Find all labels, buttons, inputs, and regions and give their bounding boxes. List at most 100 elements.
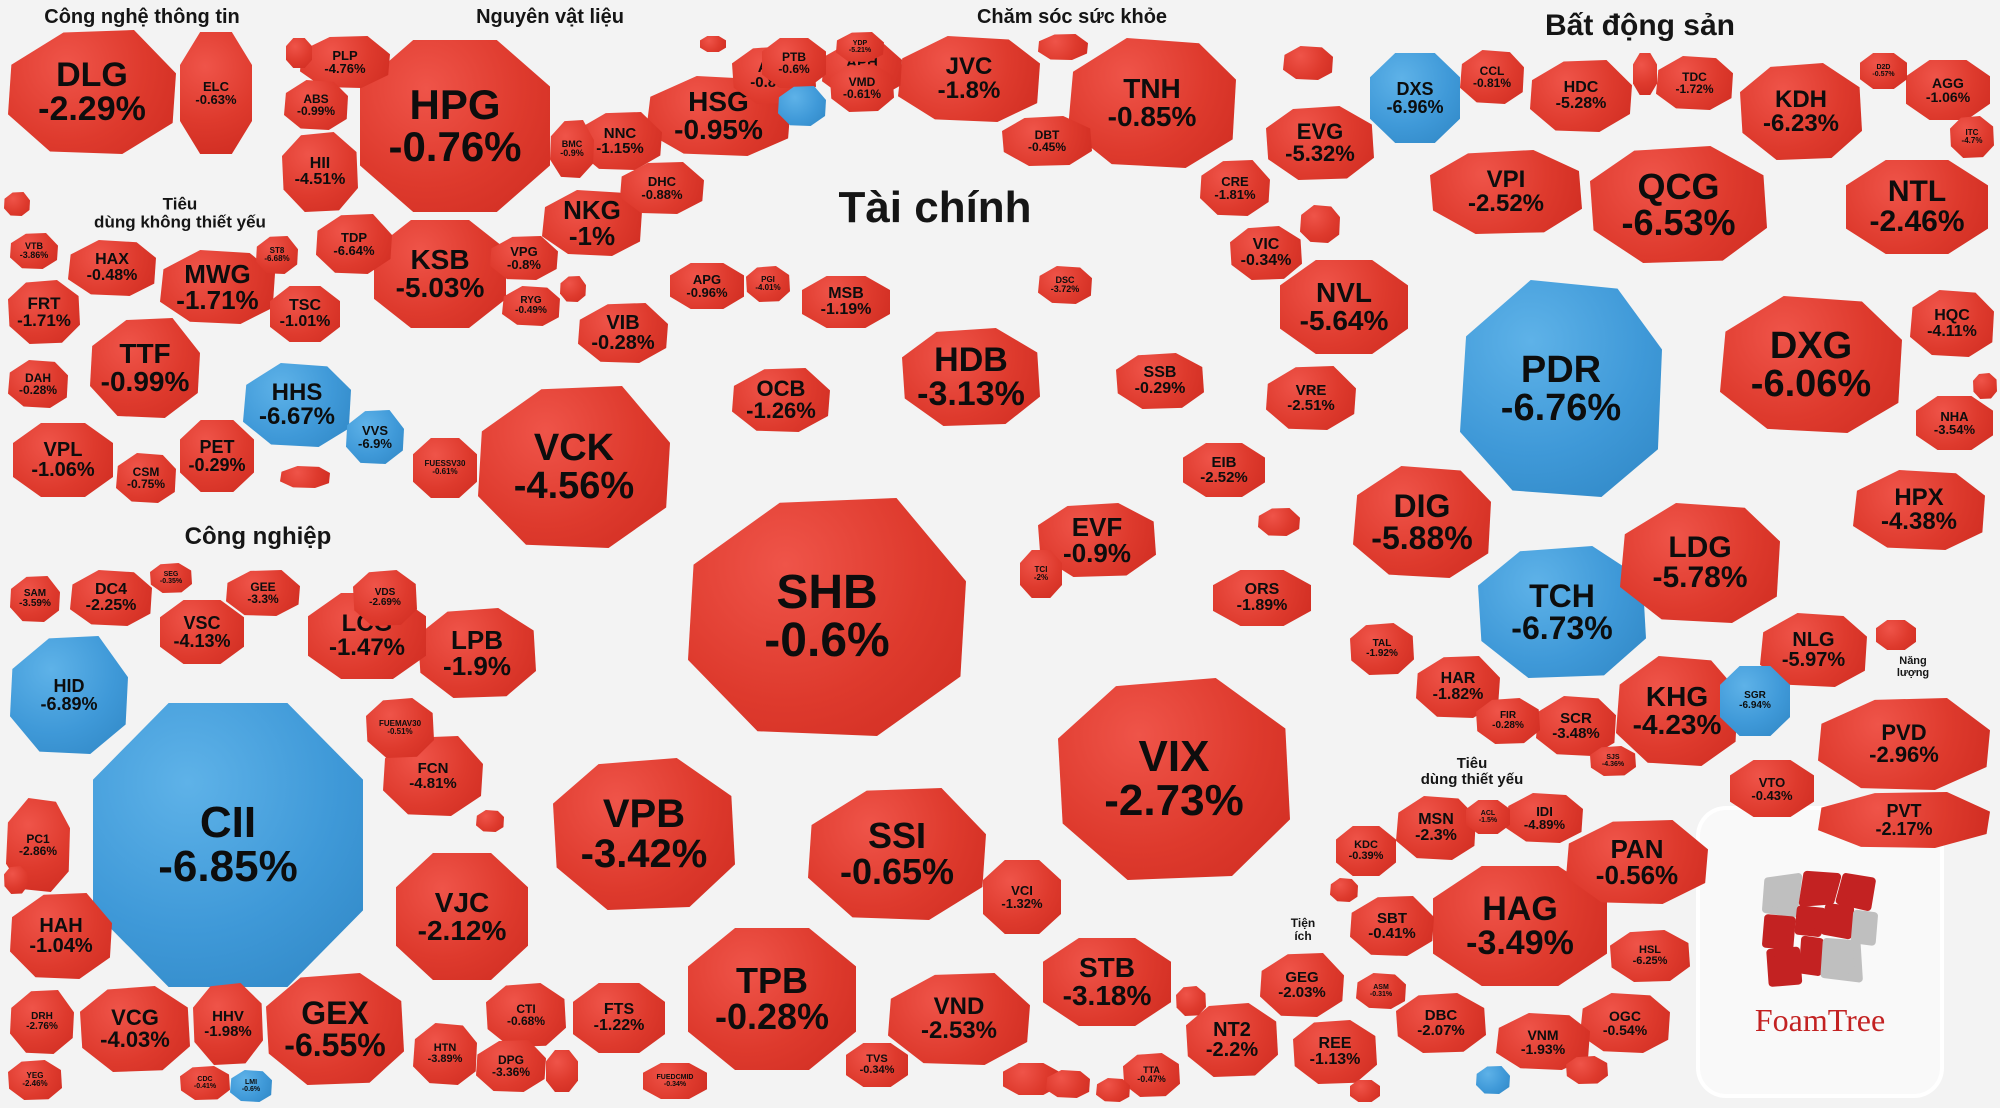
cell-TAL[interactable]: TAL -1.92% bbox=[1350, 623, 1414, 675]
cell-ITC[interactable]: ITC -4.7% bbox=[1950, 116, 1994, 158]
cell-MSB[interactable]: MSB -1.19% bbox=[802, 276, 890, 328]
cell-SEG[interactable]: SEG -0.35% bbox=[150, 563, 192, 593]
cell-unlabeled[interactable] bbox=[1476, 1066, 1510, 1094]
cell-HID[interactable]: HID -6.89% bbox=[10, 636, 128, 754]
cell-FUEMAV30[interactable]: FUEMAV30 -0.51% bbox=[366, 698, 434, 758]
cell-NTL[interactable]: NTL -2.46% bbox=[1846, 160, 1988, 254]
cell-PTB[interactable]: PTB -0.6% bbox=[762, 38, 826, 88]
cell-unlabeled[interactable] bbox=[560, 276, 586, 302]
cell-HSL[interactable]: HSL -6.25% bbox=[1610, 930, 1690, 982]
cell-HAH[interactable]: HAH -1.04% bbox=[10, 893, 112, 979]
cell-HDC[interactable]: HDC -5.28% bbox=[1530, 60, 1632, 132]
cell-VIC[interactable]: VIC -0.34% bbox=[1230, 226, 1302, 280]
cell-SCR[interactable]: SCR -3.48% bbox=[1536, 696, 1616, 756]
cell-PAN[interactable]: PAN -0.56% bbox=[1566, 820, 1708, 904]
cell-ACL[interactable]: ACL -1.5% bbox=[1466, 800, 1510, 834]
cell-HPG[interactable]: HPG -0.76% bbox=[360, 40, 550, 212]
cell-DAH[interactable]: DAH -0.28% bbox=[8, 360, 68, 408]
cell-FUESSV30[interactable]: FUESSV30 -0.61% bbox=[413, 438, 477, 498]
cell-unlabeled[interactable] bbox=[1633, 53, 1657, 95]
cell-DHC[interactable]: DHC -0.88% bbox=[620, 162, 704, 214]
cell-unlabeled[interactable] bbox=[286, 38, 312, 68]
cell-unlabeled[interactable] bbox=[1176, 986, 1206, 1016]
cell-EIB[interactable]: EIB -2.52% bbox=[1183, 443, 1265, 497]
cell-TTF[interactable]: TTF -0.99% bbox=[90, 318, 200, 418]
cell-TDC[interactable]: TDC -1.72% bbox=[1656, 56, 1733, 110]
cell-HHV[interactable]: HHV -1.98% bbox=[193, 983, 263, 1065]
cell-VTB[interactable]: VTB -3.86% bbox=[10, 233, 58, 269]
cell-unlabeled[interactable] bbox=[700, 36, 726, 52]
cell-NHA[interactable]: NHA -3.54% bbox=[1916, 396, 1993, 450]
cell-MSN[interactable]: MSN -2.3% bbox=[1396, 796, 1476, 860]
cell-ORS[interactable]: ORS -1.89% bbox=[1213, 570, 1311, 626]
cell-KDH[interactable]: KDH -6.23% bbox=[1740, 63, 1862, 160]
cell-CTI[interactable]: CTI -0.68% bbox=[486, 983, 566, 1047]
cell-TCI[interactable]: TCI -2% bbox=[1020, 550, 1062, 598]
cell-SGR[interactable]: SGR -6.94% bbox=[1720, 666, 1790, 736]
cell-unlabeled[interactable] bbox=[1283, 46, 1333, 80]
cell-HII[interactable]: HII -4.51% bbox=[282, 132, 358, 212]
cell-PET[interactable]: PET -0.29% bbox=[180, 420, 254, 492]
cell-HAG[interactable]: HAG -3.49% bbox=[1433, 866, 1607, 986]
cell-VCI[interactable]: VCI -1.32% bbox=[983, 860, 1061, 934]
cell-LDG[interactable]: LDG -5.78% bbox=[1620, 503, 1780, 623]
cell-FRT[interactable]: FRT -1.71% bbox=[8, 280, 80, 344]
cell-REE[interactable]: REE -1.13% bbox=[1293, 1020, 1377, 1084]
cell-YDP[interactable]: YDP -5.21% bbox=[836, 32, 884, 62]
cell-EVG[interactable]: EVG -5.32% bbox=[1266, 106, 1374, 180]
cell-PVT[interactable]: PVT -2.17% bbox=[1818, 792, 1990, 848]
cell-VPI[interactable]: VPI -2.52% bbox=[1430, 150, 1582, 234]
cell-LPB[interactable]: LPB -1.9% bbox=[418, 608, 536, 698]
cell-TNH[interactable]: TNH -0.85% bbox=[1068, 38, 1236, 168]
cell-VJC[interactable]: VJC -2.12% bbox=[396, 853, 528, 980]
cell-TVS[interactable]: TVS -0.34% bbox=[846, 1043, 908, 1087]
cell-DLG[interactable]: DLG -2.29% bbox=[8, 30, 176, 154]
cell-VTO[interactable]: VTO -0.43% bbox=[1730, 760, 1814, 817]
cell-DPG[interactable]: DPG -3.36% bbox=[476, 1040, 546, 1092]
cell-PVD[interactable]: PVD -2.96% bbox=[1818, 698, 1990, 790]
cell-CII[interactable]: CII -6.85% bbox=[93, 703, 363, 987]
cell-GEE[interactable]: GEE -3.3% bbox=[226, 570, 300, 616]
cell-D2D[interactable]: D2D -0.57% bbox=[1860, 53, 1907, 89]
cell-unlabeled[interactable] bbox=[1038, 34, 1088, 60]
cell-NT2[interactable]: NT2 -2.2% bbox=[1186, 1003, 1278, 1077]
cell-CSM[interactable]: CSM -0.75% bbox=[116, 453, 176, 503]
cell-unlabeled[interactable] bbox=[1096, 1078, 1130, 1102]
cell-unlabeled[interactable] bbox=[1973, 373, 1997, 399]
cell-JVC[interactable]: JVC -1.8% bbox=[898, 36, 1040, 122]
cell-VND[interactable]: VND -2.53% bbox=[888, 973, 1030, 1065]
cell-TCH[interactable]: TCH -6.73% bbox=[1478, 546, 1646, 678]
cell-ABS[interactable]: ABS -0.99% bbox=[284, 80, 348, 130]
cell-VMD[interactable]: VMD -0.61% bbox=[830, 64, 894, 112]
cell-KSB[interactable]: KSB -5.03% bbox=[374, 220, 506, 328]
cell-CCL[interactable]: CCL -0.81% bbox=[1460, 50, 1524, 104]
cell-VCK[interactable]: VCK -4.56% bbox=[478, 386, 670, 548]
cell-VPG[interactable]: VPG -0.8% bbox=[490, 236, 558, 280]
cell-RYG[interactable]: RYG -0.49% bbox=[502, 286, 560, 326]
cell-VDS[interactable]: VDS -2.69% bbox=[353, 570, 417, 626]
cell-DSC[interactable]: DSC -3.72% bbox=[1038, 266, 1092, 304]
cell-NVL[interactable]: NVL -5.64% bbox=[1280, 260, 1408, 354]
cell-DXS[interactable]: DXS -6.96% bbox=[1370, 53, 1460, 143]
cell-HAX[interactable]: HAX -0.48% bbox=[68, 240, 156, 296]
cell-DIG[interactable]: DIG -5.88% bbox=[1353, 466, 1491, 578]
cell-CDC[interactable]: CDC -0.41% bbox=[180, 1066, 230, 1100]
cell-CRE[interactable]: CRE -1.81% bbox=[1200, 160, 1270, 216]
cell-unlabeled[interactable] bbox=[476, 810, 504, 832]
cell-AGG[interactable]: AGG -1.06% bbox=[1906, 60, 1990, 120]
cell-unlabeled[interactable] bbox=[546, 1050, 578, 1092]
cell-unlabeled[interactable] bbox=[280, 466, 330, 488]
cell-unlabeled[interactable] bbox=[778, 86, 826, 126]
cell-SSB[interactable]: SSB -0.29% bbox=[1116, 353, 1204, 409]
cell-BMC[interactable]: BMC -0.9% bbox=[550, 120, 594, 178]
cell-DBT[interactable]: DBT -0.45% bbox=[1002, 116, 1092, 166]
cell-VVS[interactable]: VVS -6.9% bbox=[346, 410, 404, 464]
cell-IDI[interactable]: IDI -4.89% bbox=[1506, 793, 1583, 843]
cell-OCB[interactable]: OCB -1.26% bbox=[732, 368, 830, 432]
cell-unlabeled[interactable] bbox=[4, 192, 30, 216]
cell-DRH[interactable]: DRH -2.76% bbox=[10, 990, 74, 1054]
cell-TPB[interactable]: TPB -0.28% bbox=[688, 928, 856, 1070]
cell-MWG[interactable]: MWG -1.71% bbox=[160, 250, 275, 324]
cell-VCG[interactable]: VCG -4.03% bbox=[80, 986, 190, 1072]
cell-FIR[interactable]: FIR -0.28% bbox=[1476, 698, 1540, 744]
